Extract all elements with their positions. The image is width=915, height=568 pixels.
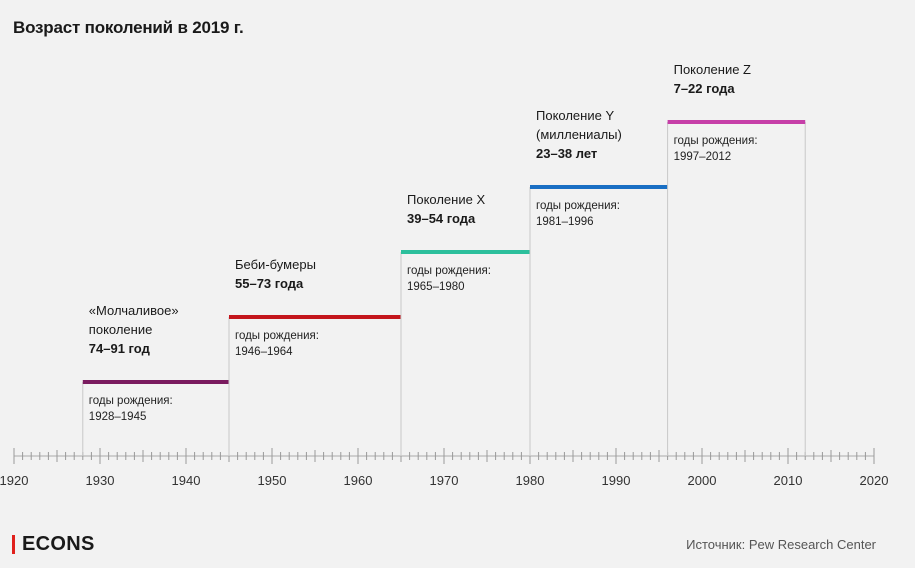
x-tick-label: 2010 — [774, 473, 803, 488]
generation-name: (миллениалы) — [536, 127, 622, 142]
econs-logo: ECONS — [12, 533, 95, 556]
x-tick-label: 1920 — [0, 473, 28, 488]
generation-births-years: 1997–2012 — [674, 151, 732, 163]
generation-bar — [401, 250, 530, 254]
generation-births-years: 1928–1945 — [89, 411, 147, 423]
generation-name: поколение — [89, 322, 153, 337]
generation-name: Поколение X — [407, 192, 485, 207]
generation-bar — [530, 185, 668, 189]
generation-bar — [229, 315, 401, 319]
generation-name: Поколение Z — [674, 62, 751, 77]
logo-red-bar — [12, 535, 15, 554]
x-tick-label: 1930 — [86, 473, 115, 488]
generation-births-label: годы рождения: — [407, 265, 491, 277]
x-tick-label: 1980 — [516, 473, 545, 488]
generation-age: 7–22 года — [674, 81, 736, 96]
generation-name: Поколение Y — [536, 108, 614, 123]
x-tick-label: 2020 — [860, 473, 889, 488]
generation-bar — [667, 120, 806, 124]
generation-births-label: годы рождения: — [674, 135, 758, 147]
x-tick-label: 2000 — [688, 473, 717, 488]
x-tick-label: 1970 — [430, 473, 459, 488]
generation-age: 74–91 год — [89, 341, 151, 356]
logo-text: ECONS — [22, 533, 95, 555]
generation-name: «Молчаливое» — [89, 303, 179, 318]
generation-births-label: годы рождения: — [89, 395, 173, 407]
generation-births-label: годы рождения: — [536, 200, 620, 212]
generation-births-label: годы рождения: — [235, 330, 319, 342]
x-tick-label: 1940 — [172, 473, 201, 488]
x-tick-label: 1990 — [602, 473, 631, 488]
generation-age: 55–73 года — [235, 276, 304, 291]
x-tick-label: 1950 — [258, 473, 287, 488]
generation-age: 39–54 года — [407, 211, 476, 226]
x-tick-label: 1960 — [344, 473, 373, 488]
generation-bar — [82, 380, 229, 384]
source-note: Источник: Pew Research Center — [686, 537, 876, 552]
generation-births-years: 1981–1996 — [536, 216, 594, 228]
generation-name: Беби-бумеры — [235, 257, 316, 272]
generation-age: 23–38 лет — [536, 146, 597, 161]
chart-title: Возраст поколений в 2019 г. — [13, 18, 244, 37]
generation-births-years: 1946–1964 — [235, 346, 293, 358]
generation-births-years: 1965–1980 — [407, 281, 465, 293]
